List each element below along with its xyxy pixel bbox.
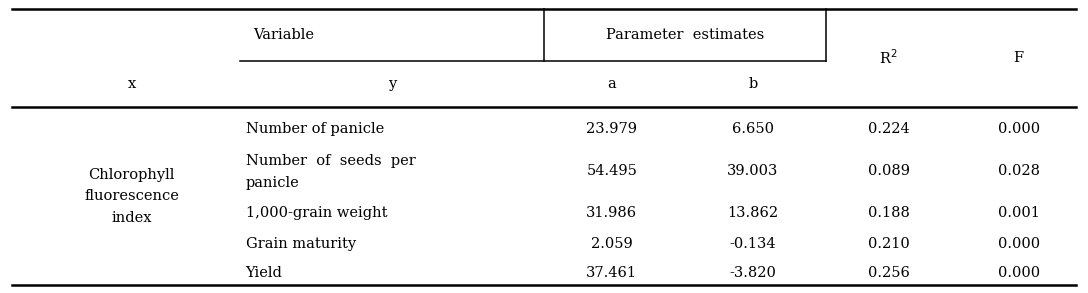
Text: 0.224: 0.224 (868, 122, 910, 136)
Text: Yield: Yield (246, 266, 283, 280)
Text: Variable: Variable (254, 28, 314, 42)
Text: -3.820: -3.820 (729, 266, 777, 280)
Text: 0.000: 0.000 (998, 237, 1040, 251)
Text: Number  of  seeds  per: Number of seeds per (246, 154, 416, 168)
Text: 0.000: 0.000 (998, 266, 1040, 280)
Text: 23.979: 23.979 (586, 122, 638, 136)
Text: 0.210: 0.210 (868, 237, 910, 251)
Text: F: F (1014, 51, 1024, 65)
Text: 0.256: 0.256 (867, 266, 910, 280)
Text: b: b (749, 77, 757, 91)
Text: Parameter  estimates: Parameter estimates (606, 28, 764, 42)
Text: 0.188: 0.188 (867, 206, 910, 220)
Text: 0.001: 0.001 (998, 206, 1040, 220)
Text: Number of panicle: Number of panicle (246, 122, 384, 136)
Text: 2.059: 2.059 (591, 237, 633, 251)
Text: 0.028: 0.028 (998, 164, 1040, 178)
Text: 13.862: 13.862 (728, 206, 779, 220)
Text: x: x (127, 77, 136, 91)
Text: Chlorophyll
fluorescence
index: Chlorophyll fluorescence index (84, 168, 180, 225)
Text: 0.000: 0.000 (998, 122, 1040, 136)
Text: panicle: panicle (246, 176, 299, 190)
Text: 37.461: 37.461 (586, 266, 638, 280)
Text: Grain maturity: Grain maturity (246, 237, 356, 251)
Text: R$^2$: R$^2$ (879, 49, 898, 67)
Text: 6.650: 6.650 (732, 122, 774, 136)
Text: 31.986: 31.986 (586, 206, 638, 220)
Text: -0.134: -0.134 (730, 237, 776, 251)
Text: 1,000-grain weight: 1,000-grain weight (246, 206, 387, 220)
Text: y: y (388, 77, 396, 91)
Text: 39.003: 39.003 (727, 164, 779, 178)
Text: 54.495: 54.495 (586, 164, 638, 178)
Text: 0.089: 0.089 (867, 164, 910, 178)
Text: a: a (607, 77, 616, 91)
